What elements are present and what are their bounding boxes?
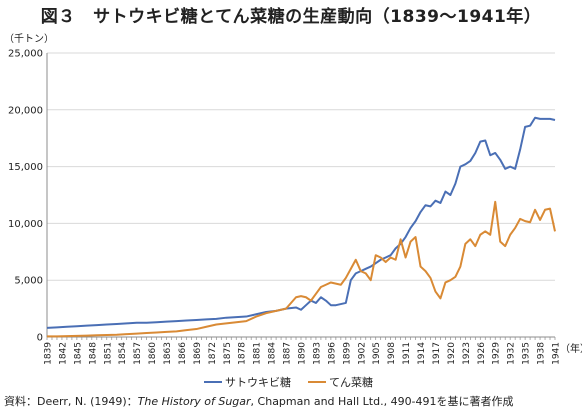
x-tick-label: 1866 [178,342,188,365]
x-tick-label: 1845 [73,342,83,365]
x-tick-label: 1908 [387,342,397,365]
x-tick-label: 1896 [327,342,337,365]
source-note: 資料：Deerr, N. (1949)：The History of Sugar… [4,393,514,409]
x-tick-label: 1926 [477,342,487,365]
x-tick-label: 1932 [507,342,517,365]
x-tick-label: 1911 [402,342,412,365]
y-tick-label: 0 [37,333,43,344]
x-tick-label: 1869 [193,342,203,365]
axes [46,53,556,340]
x-tick-label: 1851 [103,342,113,365]
series-line-cane-sugar [46,116,556,329]
x-tick-label: 1842 [58,342,68,365]
chart-title: 図３ サトウキビ糖とてん菜糖の生産動向（1839～1941年） [40,7,542,27]
legend: サトウキビ糖 てん菜糖 [204,375,373,389]
x-tick-label: 1917 [432,342,442,365]
x-tick-label: 1941 [552,342,562,365]
x-tick-label: 1860 [148,342,158,365]
x-tick-label: 1938 [537,342,547,365]
source-suffix: , Chapman and Hall Ltd., 490-491を基に著者作成 [250,395,514,408]
x-tick-label: 1854 [118,342,128,365]
x-tick-label: 1914 [417,342,427,365]
x-tick-label: 1884 [268,342,278,365]
series-lines [46,116,556,338]
y-tick-label: 5,000 [14,276,43,287]
x-tick-label: 1872 [208,342,218,365]
y-tick-label: 25,000 [8,49,43,60]
x-tick-label: 1848 [88,342,98,365]
x-tick-label: 1890 [298,342,308,365]
x-tick-label: 1863 [163,342,173,365]
x-tick-label: 1923 [462,342,472,365]
source-prefix: 資料：Deerr, N. (1949)： [4,395,138,408]
legend-label: サトウキビ糖 [225,375,291,389]
legend-label: てん菜糖 [329,375,373,389]
x-tick-label: 1905 [372,342,382,365]
x-tick-label: 1887 [283,342,293,365]
x-tick-label: 1857 [133,342,143,365]
x-tick-label: 1929 [492,342,502,365]
x-tick-label: 1839 [44,342,54,365]
y-tick-label: 15,000 [8,162,43,173]
x-tick-label: 1875 [223,342,233,365]
x-tick-label: 1920 [447,342,457,365]
x-tick-label: 1878 [238,342,248,365]
x-tick-label: 1881 [253,342,263,365]
y-tick-label: 20,000 [8,105,43,116]
x-tick-label: 1893 [312,342,322,365]
x-tick-label: 1902 [357,342,367,365]
tick-labels: 0 5,000 10,000 15,000 20,000 25,000 1839 1842 18… [4,33,582,365]
x-tick-label: 1935 [522,342,532,365]
series-line-beet-sugar [46,200,556,338]
source-book-title: The History of Sugar [137,395,251,408]
x-tick-label: 1899 [342,342,352,365]
y-axis-unit-label: （千トン） [4,33,54,45]
x-axis-unit-label: （年） [560,342,582,355]
grid-lines [47,52,555,281]
y-tick-label: 10,000 [8,219,43,230]
